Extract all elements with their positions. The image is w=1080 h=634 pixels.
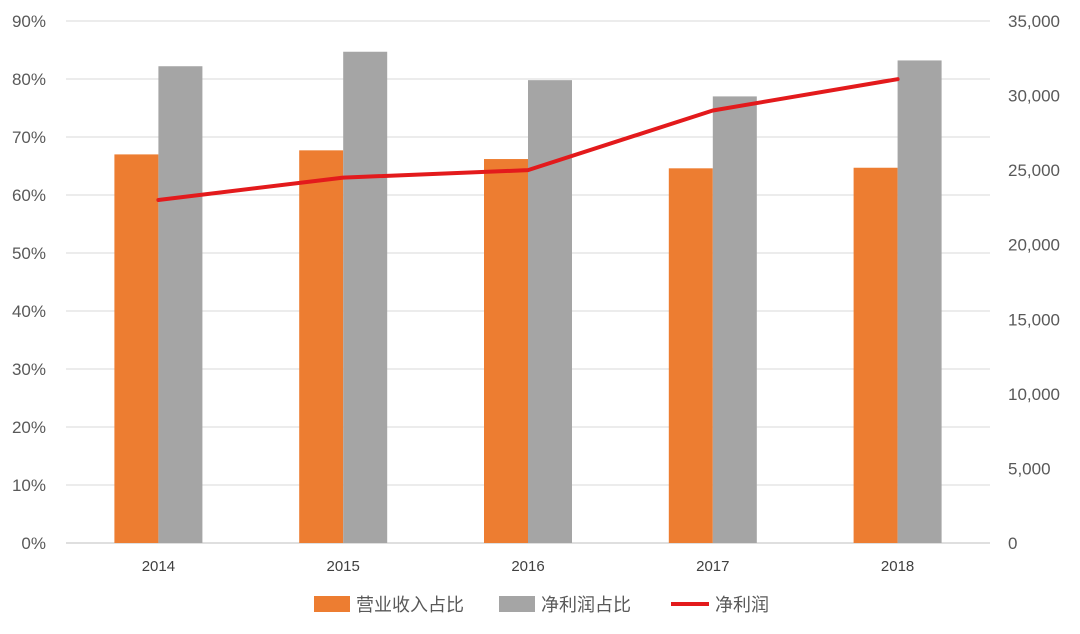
right-tick-label: 30,000 bbox=[1008, 87, 1060, 106]
category-label: 2017 bbox=[696, 558, 729, 575]
legend-label: 净利润占比 bbox=[541, 595, 631, 616]
bar-profit-share-2018 bbox=[897, 60, 942, 543]
category-labels: 2014 2015 2016 2017 2018 bbox=[142, 558, 915, 575]
left-tick-label: 60% bbox=[12, 186, 46, 205]
category-label: 2014 bbox=[142, 558, 175, 575]
category-label: 2015 bbox=[327, 558, 360, 575]
bar-profit-share-2015 bbox=[343, 51, 388, 544]
right-tick-label: 0 bbox=[1008, 534, 1017, 553]
left-tick-label: 30% bbox=[12, 360, 46, 379]
left-axis-ticks: 0% 10% 20% 30% 40% 50% 60% 70% 80% 90% bbox=[12, 12, 46, 553]
bar-profit-share-2016 bbox=[528, 80, 572, 543]
left-tick-label: 50% bbox=[12, 244, 46, 263]
bar-revenue-share-2017 bbox=[668, 168, 713, 543]
right-tick-label: 10,000 bbox=[1008, 385, 1060, 404]
left-tick-label: 80% bbox=[12, 70, 46, 89]
legend-item: 净利润占比 bbox=[499, 595, 631, 616]
legend-item: 营业收入占比 bbox=[314, 595, 464, 616]
legend-swatch bbox=[499, 596, 535, 612]
right-tick-label: 25,000 bbox=[1008, 161, 1060, 180]
legend-item: 净利润 bbox=[671, 595, 769, 616]
right-tick-label: 20,000 bbox=[1008, 236, 1060, 255]
left-tick-label: 70% bbox=[12, 128, 46, 147]
legend-label: 营业收入占比 bbox=[356, 595, 464, 616]
net-profit-line bbox=[156, 77, 900, 202]
bar-revenue-share-2015 bbox=[299, 150, 344, 543]
left-tick-label: 0% bbox=[21, 534, 46, 553]
left-tick-label: 40% bbox=[12, 302, 46, 321]
right-tick-label: 5,000 bbox=[1008, 459, 1051, 478]
bar-profit-share-2017 bbox=[712, 96, 757, 544]
left-tick-label: 10% bbox=[12, 476, 46, 495]
left-tick-label: 90% bbox=[12, 12, 46, 31]
bars bbox=[114, 51, 942, 544]
bar-revenue-share-2018 bbox=[853, 167, 898, 544]
right-tick-label: 35,000 bbox=[1008, 12, 1060, 31]
right-axis-ticks: 0 5,000 10,000 15,000 20,000 25,000 30,000 35,0… bbox=[1008, 12, 1060, 553]
net-profit-polyline bbox=[156, 77, 900, 202]
legend-label: 净利润 bbox=[715, 595, 769, 616]
left-tick-label: 20% bbox=[12, 418, 46, 437]
legend: 营业收入占比 净利润占比 净利润 bbox=[314, 595, 769, 616]
category-label: 2018 bbox=[881, 558, 914, 575]
category-label: 2016 bbox=[511, 558, 544, 575]
right-tick-label: 15,000 bbox=[1008, 310, 1060, 329]
bar-revenue-share-2016 bbox=[484, 159, 528, 544]
bar-profit-share-2014 bbox=[158, 66, 203, 544]
legend-swatch bbox=[314, 596, 350, 612]
bar-revenue-share-2014 bbox=[114, 154, 159, 543]
